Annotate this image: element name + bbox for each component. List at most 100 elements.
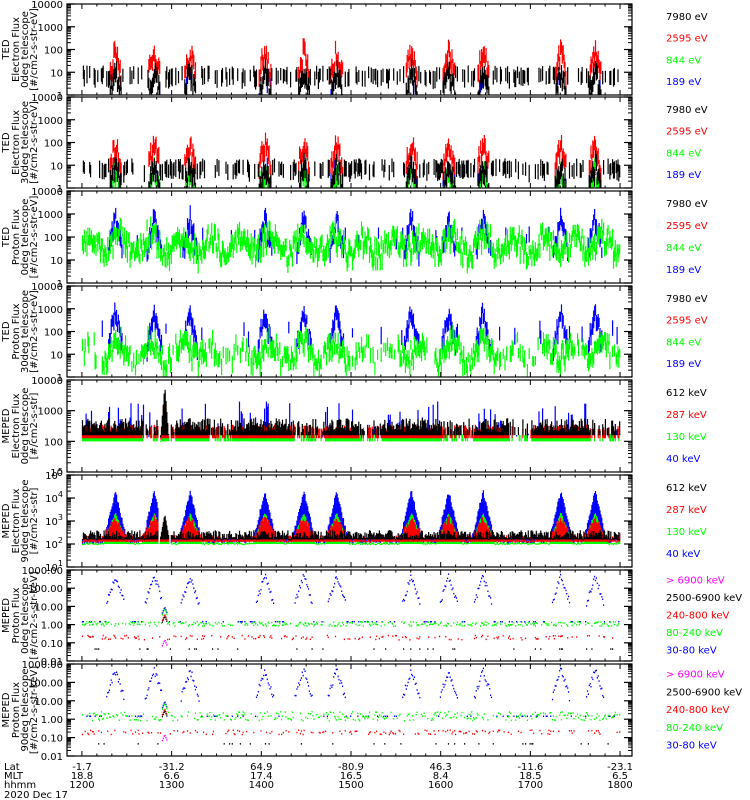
data-bar bbox=[318, 68, 320, 83]
data-bar bbox=[185, 237, 187, 254]
data-bar bbox=[186, 58, 189, 74]
data-bar bbox=[154, 330, 156, 348]
data-bar bbox=[116, 227, 118, 238]
data-bar bbox=[416, 70, 418, 88]
data-bar bbox=[312, 343, 314, 362]
data-bar bbox=[161, 345, 163, 355]
data-bar bbox=[212, 427, 215, 436]
data-bar bbox=[99, 232, 101, 250]
data-bar bbox=[581, 420, 583, 436]
data-bar bbox=[590, 145, 592, 159]
panel-plot-area bbox=[82, 132, 621, 188]
data-bar bbox=[326, 336, 328, 350]
data-bar bbox=[509, 421, 511, 436]
data-bar bbox=[286, 430, 288, 436]
data-bar bbox=[551, 427, 554, 436]
data-bar bbox=[117, 152, 119, 164]
data-bar bbox=[454, 337, 456, 356]
data-bar bbox=[546, 342, 548, 360]
data-bar bbox=[499, 353, 501, 371]
data-bar bbox=[273, 236, 275, 250]
data-bar bbox=[108, 70, 111, 86]
data-bar bbox=[269, 161, 271, 175]
data-bar bbox=[90, 230, 93, 245]
data-bar bbox=[594, 61, 597, 75]
y-tick-label: 1000 bbox=[38, 407, 63, 418]
data-bar bbox=[499, 431, 502, 436]
data-bar bbox=[238, 159, 241, 174]
data-bar bbox=[618, 248, 620, 258]
data-bar bbox=[116, 321, 119, 332]
data-bar bbox=[141, 344, 143, 357]
data-bar bbox=[438, 420, 441, 436]
data-bar bbox=[282, 68, 284, 84]
data-bar bbox=[339, 61, 341, 74]
data-bar bbox=[145, 343, 147, 355]
data-bar bbox=[356, 426, 358, 436]
data-bar bbox=[402, 342, 404, 353]
data-bar bbox=[194, 343, 196, 358]
data-bar bbox=[114, 148, 116, 163]
data-bar bbox=[488, 150, 490, 163]
data-bar bbox=[594, 150, 597, 163]
data-bar bbox=[437, 242, 439, 256]
y-tick-label: 1 bbox=[57, 279, 63, 290]
data-bar bbox=[599, 430, 601, 436]
data-bar bbox=[111, 314, 113, 328]
panel-plot-area bbox=[81, 490, 621, 546]
data-bar bbox=[561, 339, 563, 350]
y-label-line: 30deg telescope bbox=[20, 101, 31, 184]
data-bar bbox=[501, 423, 503, 436]
data-bar bbox=[615, 352, 617, 365]
data-bar bbox=[225, 430, 227, 436]
data-bar bbox=[581, 345, 583, 356]
data-bar bbox=[568, 232, 571, 243]
data-bar bbox=[339, 343, 341, 359]
data-bar bbox=[559, 221, 561, 231]
data-bar bbox=[612, 433, 615, 442]
data-bar bbox=[499, 66, 502, 85]
data-bar bbox=[542, 160, 544, 179]
data-bar bbox=[450, 313, 452, 331]
data-bar bbox=[261, 430, 263, 436]
data-bar bbox=[456, 338, 458, 353]
data-bar bbox=[487, 75, 489, 90]
data-bar bbox=[287, 256, 289, 273]
data-bar bbox=[420, 240, 422, 252]
data-bar bbox=[83, 425, 85, 436]
data-bar bbox=[250, 233, 252, 250]
data-bar bbox=[270, 420, 272, 436]
data-bar bbox=[415, 347, 417, 359]
data-bar bbox=[113, 212, 115, 229]
data-bar bbox=[397, 242, 399, 255]
data-bar bbox=[189, 67, 191, 79]
data-bar bbox=[461, 434, 463, 442]
data-bar bbox=[147, 326, 149, 342]
data-bar bbox=[323, 421, 325, 436]
data-bar bbox=[548, 232, 550, 247]
data-bar bbox=[418, 425, 420, 436]
data-bar bbox=[214, 224, 216, 241]
data-bar bbox=[194, 81, 197, 94]
data-bar bbox=[120, 326, 122, 337]
data-bar bbox=[111, 350, 113, 363]
data-bar bbox=[85, 231, 87, 244]
data-bar bbox=[589, 246, 591, 261]
data-bar bbox=[264, 422, 267, 436]
data-bar bbox=[477, 430, 479, 436]
data-bar bbox=[478, 89, 480, 95]
data-bar bbox=[504, 425, 506, 436]
data-bar bbox=[368, 66, 370, 79]
y-tick-label: 100 bbox=[44, 46, 63, 57]
data-bar bbox=[525, 428, 527, 436]
data-bar bbox=[93, 422, 95, 436]
data-bar bbox=[386, 423, 389, 436]
data-bar bbox=[606, 333, 608, 344]
data-bar bbox=[357, 163, 359, 177]
data-bar bbox=[339, 419, 341, 436]
data-bar bbox=[451, 172, 453, 188]
data-bar bbox=[328, 238, 330, 252]
data-bar bbox=[280, 244, 282, 261]
